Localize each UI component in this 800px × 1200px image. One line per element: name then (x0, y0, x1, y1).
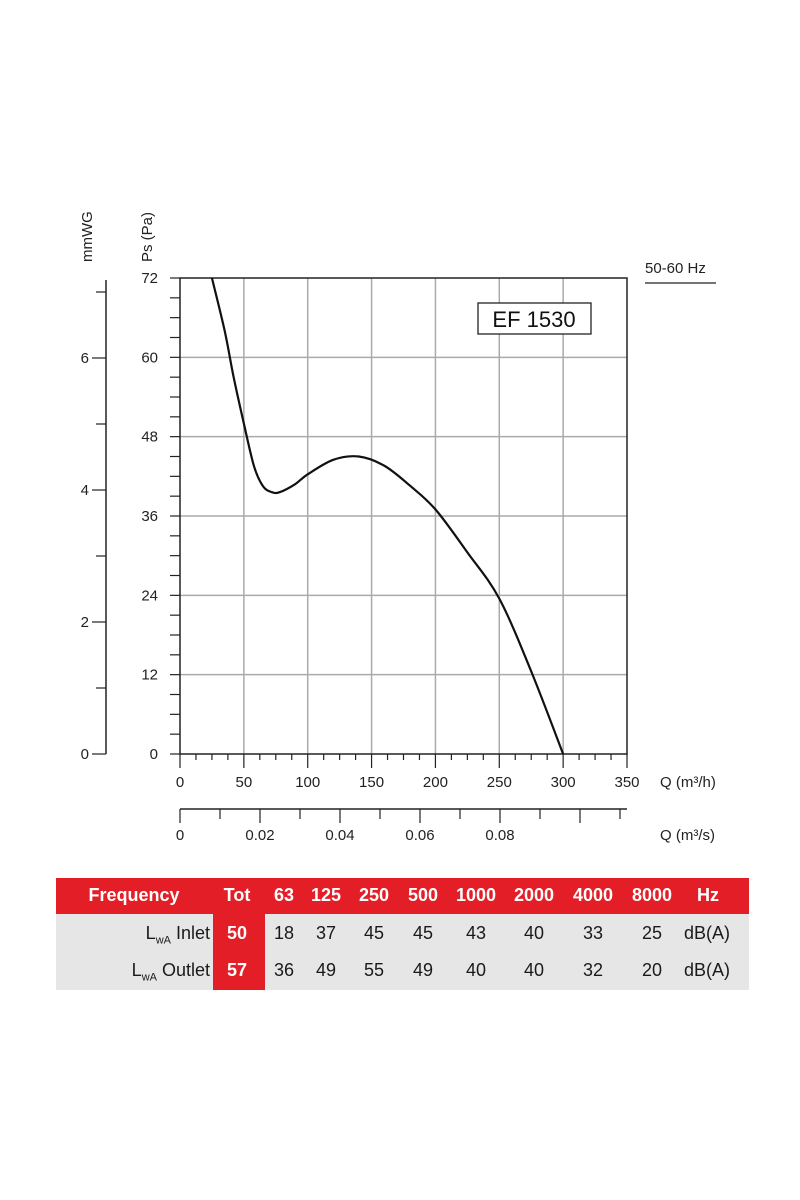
band-value: 40 (465, 960, 487, 980)
x-tick-label: 200 (423, 774, 448, 791)
y-tick-label: 72 (141, 270, 158, 287)
header-cell: 125 (310, 885, 342, 905)
y-tick-label: 0 (150, 746, 158, 763)
band-value: 25 (641, 923, 663, 943)
total-column (213, 878, 265, 990)
sound-power-table: Frequency Tot 63 125 250 500 1000 2000 4000 8000 H… (56, 878, 749, 990)
row-label: LwA Outlet (132, 960, 210, 984)
x-tick-label: 150 (359, 774, 384, 791)
frequency-note: 50-60 Hz (645, 260, 706, 277)
x2-axis-label: Q (m³/s) (660, 827, 715, 844)
header-cell: Hz (697, 885, 719, 905)
band-value: 32 (582, 960, 604, 980)
fan-curve-line (210, 277, 565, 755)
band-value: 40 (523, 923, 545, 943)
y2-tick-label: 6 (81, 350, 89, 367)
unit-label: dB(A) (684, 923, 731, 943)
row-label-part: Inlet (170, 923, 210, 943)
band-value: 45 (363, 923, 385, 943)
total-value: 50 (226, 923, 248, 943)
x2-tick-label: 0.08 (485, 827, 514, 844)
y-tick-label: 12 (141, 667, 158, 684)
band-value: 49 (412, 960, 434, 980)
header-cell: 2000 (513, 885, 555, 905)
y-tick-label: 36 (141, 508, 158, 525)
row-label: LwA Inlet (146, 923, 210, 947)
row-label-part: Outlet (156, 960, 210, 980)
header-cell: Tot (223, 885, 251, 905)
y2-tick-label: 4 (81, 482, 89, 499)
y2-tick-label: 0 (81, 746, 89, 763)
x-axis-label: Q (m³/h) (660, 774, 716, 791)
header-cell: 8000 (631, 885, 673, 905)
row-label-part: wA (155, 934, 171, 947)
x2-tick-label: 0.02 (245, 827, 274, 844)
header-cell: Frequency (88, 885, 180, 905)
header-cell: 500 (407, 885, 439, 905)
total-value: 57 (226, 960, 248, 980)
y-tick-label: 24 (141, 587, 158, 604)
y2-tick-label: 2 (81, 614, 89, 631)
x-tick-label: 350 (614, 774, 639, 791)
x-tick-label: 100 (295, 774, 320, 791)
model-label-box (477, 302, 592, 335)
header-cell: 250 (358, 885, 390, 905)
unit-label: dB(A) (684, 960, 731, 980)
y-axis-label: Ps (Pa) (139, 212, 156, 262)
y-tick-label: 60 (141, 349, 158, 366)
band-value: 45 (412, 923, 434, 943)
band-value: 20 (641, 960, 663, 980)
model-label: EF 1530 (492, 307, 575, 332)
x-tick-label: 50 (236, 774, 253, 791)
band-value: 55 (363, 960, 385, 980)
band-value: 18 (273, 923, 295, 943)
row-label-part: L (145, 923, 156, 943)
header-cell: 1000 (455, 885, 497, 905)
x2-tick-label: 0.06 (405, 827, 434, 844)
band-value: 40 (523, 960, 545, 980)
row-label-part: wA (141, 971, 157, 984)
x2-tick-label: 0.04 (325, 827, 354, 844)
x-tick-label: 300 (551, 774, 576, 791)
header-cell: 4000 (572, 885, 614, 905)
x-tick-label: 0 (176, 774, 184, 791)
band-value: 36 (273, 960, 295, 980)
y-tick-label: 48 (141, 429, 158, 446)
header-cell: 63 (273, 885, 295, 905)
row-label-part: L (131, 960, 142, 980)
band-value: 43 (465, 923, 487, 943)
x-tick-label: 250 (487, 774, 512, 791)
band-value: 33 (582, 923, 604, 943)
y2-axis-label: mmWG (79, 211, 96, 262)
table-header-bar (56, 878, 749, 914)
band-value: 37 (315, 923, 337, 943)
band-value: 49 (315, 960, 337, 980)
x2-tick-label: 0 (176, 827, 184, 844)
